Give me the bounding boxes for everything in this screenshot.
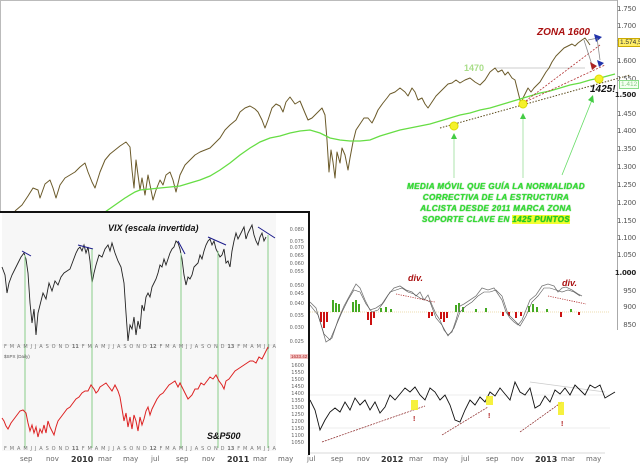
spx-title: S&P500 [207,431,241,441]
zona-1600-label: ZONA 1600 [537,27,590,38]
support-1425-highlight: 1425 PUNTOS [512,215,571,224]
inset-month-axis-mid: F M A M J J A S O N D 11 F M A M J J A S… [4,344,276,350]
warning-mark-2: ! [488,413,491,420]
oscillator-panel [310,283,616,443]
vix-title: VIX (escala invertida) [108,223,199,233]
moving-average-note: MEDIA MÓVIL QUE GUÍA LA NORMALIDAD CORRE… [407,182,585,224]
warning-mark-1: ! [413,416,416,423]
spx-last-badge: 1633.42 [290,354,309,359]
level-1470-label: 1470 [464,63,485,73]
vix-spx-inset: VIX (escala invertida) S&P500 $SPX (Dail… [0,211,310,455]
level-1425-label: 1425! [590,84,616,95]
inset-month-axis-bottom: F M A M J J A S O N D 11 F M A M J J A S… [4,446,276,452]
last-price-badge: 1.574,57 [618,38,640,47]
main-y-axis: 1.750 1.700 1.650 1.600 1.550 1.500 1.45… [614,5,636,329]
divergence-label-2: div. [562,278,578,288]
warning-mark-3: ! [561,421,564,428]
inset-plot [1,213,276,451]
spx-y-axis: 1600 1550 1500 1450 1400 1350 1300 1250 … [291,363,304,446]
vix-y-axis: 0.080 0.075 0.070 0.065 0.060 0.055 0.05… [289,227,304,345]
histogram-negative [320,312,580,328]
divergence-label-1: div. [408,273,424,283]
ma-price-badge: 1.412 [619,80,640,89]
spx-legend: $SPX (Daily) [4,354,30,359]
